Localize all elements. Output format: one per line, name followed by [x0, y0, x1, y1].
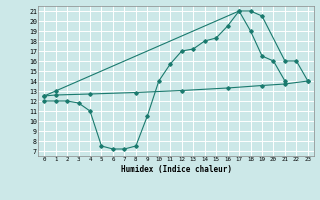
X-axis label: Humidex (Indice chaleur): Humidex (Indice chaleur) [121, 165, 231, 174]
